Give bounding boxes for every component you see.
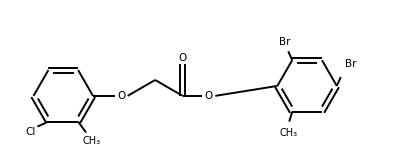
Text: CH₃: CH₃ <box>83 136 101 146</box>
Text: O: O <box>178 53 187 63</box>
Text: O: O <box>117 91 125 101</box>
Text: O: O <box>205 91 213 101</box>
Text: Cl: Cl <box>25 127 36 137</box>
Text: Br: Br <box>345 59 357 69</box>
Text: Br: Br <box>279 37 290 47</box>
Text: CH₃: CH₃ <box>279 128 297 137</box>
